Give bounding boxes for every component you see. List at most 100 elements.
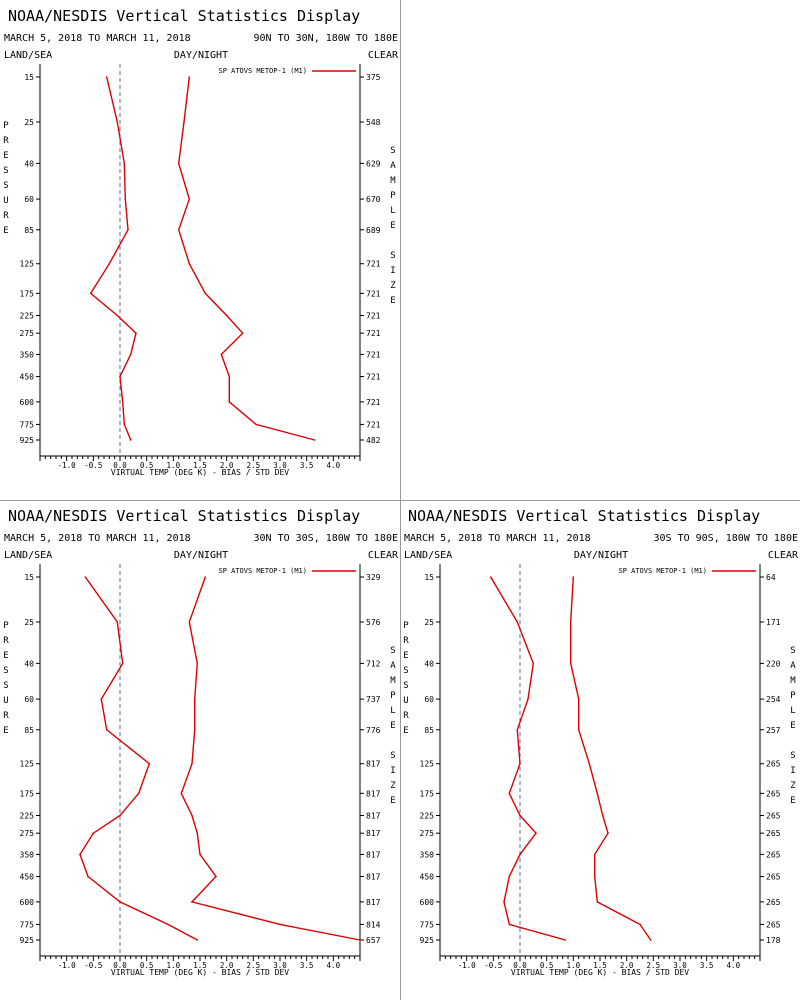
sample-size-axis-label: SAMPLE SIZE <box>388 146 398 311</box>
data-point-bias <box>124 198 127 200</box>
x-tick-label: -1.0 <box>58 461 77 470</box>
date-range: MARCH 5, 2018 TO MARCH 11, 2018 <box>4 33 191 44</box>
series-line-std-dev <box>569 576 652 941</box>
pressure-axis-label: PRESSURE <box>1 621 11 741</box>
data-point-std-dev <box>204 292 207 295</box>
sample-size-label: 329 <box>366 573 381 582</box>
data-point-std-dev <box>204 576 207 578</box>
pressure-level-label: 450 <box>420 873 435 882</box>
x-tick-label: 2.0 <box>620 961 634 970</box>
panel-title: NOAA/NESDIS Vertical Statistics Display <box>408 507 760 525</box>
data-point-bias <box>87 875 89 878</box>
pressure-level-label: 175 <box>20 289 35 298</box>
pressure-level-label: 275 <box>20 829 35 838</box>
data-point-std-dev <box>193 698 196 700</box>
pressure-level-label: 40 <box>24 159 34 168</box>
day-night-label: DAY/NIGHT <box>574 550 628 561</box>
panel-title: NOAA/NESDIS Vertical Statistics Display <box>8 7 360 25</box>
pressure-level-label: 925 <box>20 436 35 445</box>
data-point-std-dev <box>228 375 231 378</box>
sample-size-label: 817 <box>366 873 381 882</box>
legend-label: SP ATOVS METOP-1 (M1) <box>218 567 307 575</box>
pressure-level-label: 125 <box>420 760 435 769</box>
x-tick-label: 2.5 <box>247 961 261 970</box>
x-tick-label: 3.0 <box>273 461 287 470</box>
sample-size-label: 576 <box>366 618 381 627</box>
sample-size-label: 721 <box>366 289 381 298</box>
sample-size-label: 64 <box>766 573 776 582</box>
pressure-level-label: 775 <box>420 920 435 929</box>
data-point-std-dev <box>572 576 575 578</box>
data-point-bias <box>148 762 151 765</box>
sample-size-label: 712 <box>366 659 381 668</box>
pressure-level-label: 175 <box>20 789 35 798</box>
x-tick-label: 3.0 <box>673 961 687 970</box>
pressure-level-label: 40 <box>424 659 434 668</box>
x-tick-label: 2.5 <box>647 961 661 970</box>
clear-label: CLEAR <box>368 550 399 561</box>
data-point-std-dev <box>220 353 223 356</box>
sample-size-label: 721 <box>366 311 381 320</box>
data-point-std-dev <box>188 198 191 200</box>
pressure-level-label: 350 <box>20 350 35 359</box>
x-tick-label: 1.5 <box>193 461 207 470</box>
sample-size-label: 817 <box>366 829 381 838</box>
sample-size-axis-label: SAMPLE SIZE <box>388 646 398 811</box>
pressure-level-label: 85 <box>24 226 34 235</box>
data-point-bias <box>527 698 529 700</box>
data-point-std-dev <box>279 923 281 926</box>
pressure-level-label: 60 <box>24 195 34 204</box>
pressure-level-label: 25 <box>24 618 34 627</box>
pressure-level-label: 175 <box>420 789 435 798</box>
x-tick-label: -0.5 <box>484 961 502 970</box>
sample-size-label: 629 <box>366 159 381 168</box>
sample-size-label: 171 <box>766 618 781 627</box>
data-point-bias <box>121 401 124 403</box>
data-point-bias <box>119 814 121 817</box>
x-tick-label: -1.0 <box>58 961 77 970</box>
data-point-bias <box>116 121 119 123</box>
day-night-label: DAY/NIGHT <box>174 50 228 61</box>
data-point-bias <box>105 76 108 78</box>
series-line-std-dev <box>177 76 315 441</box>
region-label: 30N TO 30S, 180W TO 180E <box>254 533 399 544</box>
pressure-level-label: 60 <box>424 695 434 704</box>
data-point-bias <box>89 292 92 295</box>
data-point-bias <box>79 853 81 856</box>
data-point-bias <box>196 939 199 941</box>
data-point-bias <box>135 332 137 335</box>
x-tick-label: 0.5 <box>540 961 554 970</box>
pressure-level-label: 15 <box>24 573 34 582</box>
pressure-level-label: 775 <box>20 920 35 929</box>
sample-size-axis-label: SAMPLE SIZE <box>788 646 798 811</box>
sample-size-label: 178 <box>766 936 781 945</box>
pressure-axis-label: PRESSURE <box>401 621 411 741</box>
data-point-std-dev <box>191 762 193 765</box>
x-tick-label: 3.5 <box>300 961 314 970</box>
x-tick-label: 2.0 <box>220 461 234 470</box>
data-point-std-dev <box>215 875 217 878</box>
data-point-std-dev <box>193 729 196 731</box>
x-tick-label: 4.0 <box>327 961 341 970</box>
land-sea-label: LAND/SEA <box>4 50 52 61</box>
x-tick-label: 3.0 <box>273 961 287 970</box>
pressure-level-label: 15 <box>24 73 34 82</box>
pressure-level-label: 350 <box>20 850 35 859</box>
pressure-level-label: 600 <box>20 898 35 907</box>
x-tick-label: -0.5 <box>84 461 102 470</box>
sample-size-label: 670 <box>366 195 381 204</box>
data-point-bias <box>532 662 535 665</box>
x-tick-label: 0.0 <box>113 461 127 470</box>
pressure-level-label: 225 <box>20 311 35 320</box>
data-point-std-dev <box>228 401 231 403</box>
x-tick-label: 0.0 <box>513 961 527 970</box>
x-tick-label: 1.0 <box>167 461 181 470</box>
pressure-level-label: 15 <box>424 573 434 582</box>
x-tick-label: 1.0 <box>567 961 581 970</box>
data-point-bias <box>564 939 567 941</box>
data-point-std-dev <box>241 332 244 335</box>
sample-size-label: 721 <box>366 420 381 429</box>
data-point-std-dev <box>593 853 596 856</box>
sample-size-label: 721 <box>366 398 381 407</box>
data-point-bias <box>508 792 511 795</box>
